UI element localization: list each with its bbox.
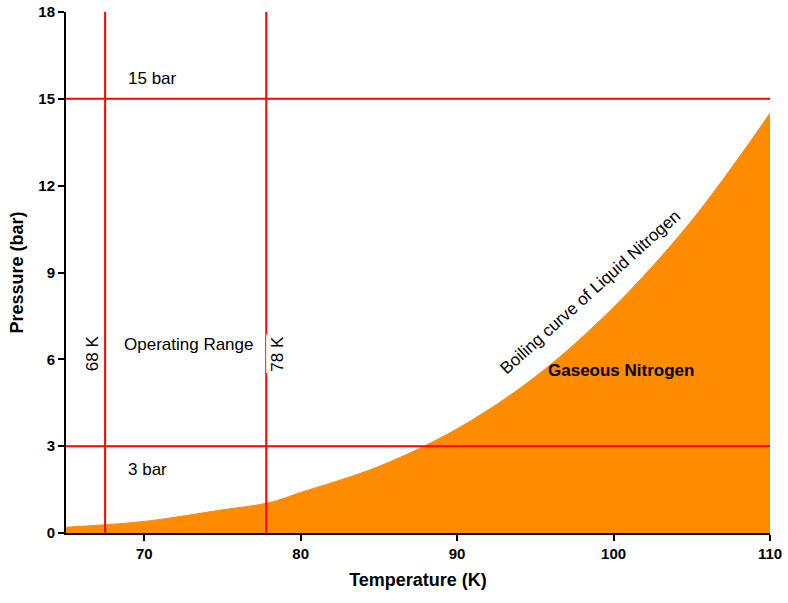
svg-text:15: 15 — [38, 90, 55, 107]
svg-text:100: 100 — [601, 545, 626, 562]
svg-text:Pressure (bar): Pressure (bar) — [7, 211, 27, 333]
svg-text:68 K: 68 K — [83, 336, 102, 372]
svg-text:3 bar: 3 bar — [128, 460, 167, 479]
svg-text:90: 90 — [449, 545, 466, 562]
svg-text:3: 3 — [47, 437, 55, 454]
svg-text:0: 0 — [47, 524, 55, 541]
svg-text:9: 9 — [47, 264, 55, 281]
svg-text:15 bar: 15 bar — [128, 69, 177, 88]
svg-text:Boiling curve of Liquid Nitrog: Boiling curve of Liquid Nitrogen — [497, 206, 685, 378]
svg-text:6: 6 — [47, 351, 55, 368]
svg-text:Temperature (K): Temperature (K) — [349, 570, 487, 590]
svg-text:80: 80 — [292, 545, 309, 562]
svg-text:Operating Range: Operating Range — [124, 335, 253, 354]
svg-text:18: 18 — [38, 3, 55, 20]
svg-text:110: 110 — [758, 545, 782, 562]
svg-text:70: 70 — [136, 545, 153, 562]
svg-text:Gaseous Nitrogen: Gaseous Nitrogen — [548, 361, 694, 380]
svg-text:12: 12 — [38, 177, 55, 194]
svg-text:78 K: 78 K — [268, 336, 287, 372]
